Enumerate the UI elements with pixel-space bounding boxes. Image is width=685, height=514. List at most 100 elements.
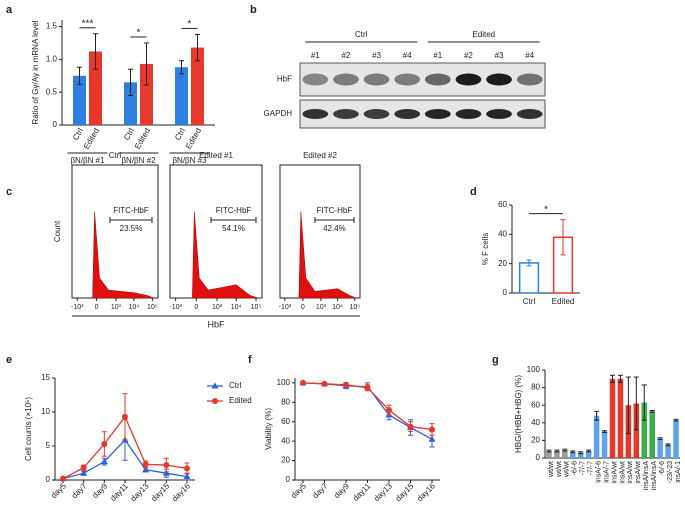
x-tick-label: 10⁴ [231, 304, 242, 311]
error-bar [594, 410, 600, 421]
y-tick-label: 0 [286, 475, 291, 484]
x-tick-label: day15 [394, 481, 416, 503]
x-tick-label: -7/-7 [588, 461, 595, 476]
error-bar [179, 60, 184, 75]
x-tick-label: 10³ [111, 304, 122, 311]
gate-label: FITC-HbF [113, 206, 149, 215]
plot-frame [169, 164, 263, 299]
bar [175, 67, 188, 125]
y-tick-label: 60 [498, 200, 507, 209]
x-tick-label: 10⁴ [332, 304, 343, 311]
bar [89, 51, 102, 125]
marker [428, 435, 436, 442]
x-tick-label: insA/wt [627, 461, 634, 484]
y-tick-label: 60 [531, 400, 540, 409]
x-tick-label: day7 [70, 481, 89, 500]
bar [633, 403, 640, 458]
marker [101, 440, 108, 447]
error-bar [77, 66, 82, 85]
x-tick-label: 10⁴ [128, 304, 139, 311]
y-axis-label: % F cells [481, 233, 490, 265]
panel-letter: c [6, 186, 12, 198]
y-tick-label: 20 [281, 456, 290, 465]
x-tick-label: Edited [552, 297, 575, 306]
x-tick-label: Edited [82, 127, 101, 151]
group-label: Edited [472, 30, 495, 39]
histogram [92, 211, 155, 299]
panel-letter: a [6, 4, 13, 16]
x-tick-label: 10³ [212, 304, 223, 311]
x-tick-label: Ctrl [523, 297, 536, 306]
bar [554, 450, 560, 458]
group-label: Ctrl [355, 30, 368, 39]
marker [211, 382, 219, 389]
error-bar [673, 418, 679, 422]
y-tick-label: 80 [531, 383, 540, 392]
y-tick-label: 100 [527, 365, 541, 374]
marker [122, 413, 128, 420]
error-bar [570, 450, 576, 454]
error-bar [526, 259, 532, 267]
error-bar [610, 374, 615, 383]
bar [585, 450, 592, 458]
x-tick-label: Edited [184, 127, 203, 151]
x-tick-label: -10³ [169, 304, 182, 311]
x-tick-label: -10³ [71, 304, 84, 311]
bar [140, 63, 153, 125]
lane-label: #4 [525, 51, 534, 60]
y-tick-label: 40 [531, 418, 540, 427]
marker [386, 407, 392, 414]
error-bar [602, 430, 608, 433]
lane-label: #1 [311, 51, 320, 60]
gate-label: FITC-HbF [317, 206, 353, 215]
y-axis-label: HBG/(HBB+HBG) (%) [514, 375, 523, 453]
marker [100, 458, 108, 465]
x-tick-label: day9 [332, 481, 351, 500]
x-tick-label: day16 [415, 481, 437, 503]
error-bar [195, 33, 200, 62]
lane-label: #2 [341, 51, 350, 60]
error-bar [546, 449, 552, 453]
bar [73, 75, 86, 125]
x-tick-label: day9 [91, 481, 110, 500]
y-tick-label: 0 [53, 120, 58, 129]
x-tick-label: Ctrl [122, 126, 136, 141]
bar [546, 450, 552, 458]
legend-label: Ctrl [229, 381, 242, 390]
bar [191, 47, 204, 125]
bar [641, 402, 648, 458]
band [363, 109, 390, 119]
y-tick-label: 0 [46, 475, 51, 484]
y-tick-label: 10 [41, 407, 50, 416]
error-bar [617, 374, 623, 383]
error-bar [657, 437, 663, 441]
x-tick-label: 0 [301, 304, 305, 311]
x-tick-label: day11 [109, 481, 131, 503]
x-tick-label: Ctrl [71, 126, 85, 141]
error-bar [578, 451, 584, 455]
x-tick-label: Ctrl [173, 126, 187, 141]
x-tick-label: day13 [372, 481, 394, 503]
panel-letter: d [470, 186, 477, 198]
y-tick-label: 20 [498, 259, 507, 268]
error-bar [586, 449, 592, 453]
bar [665, 444, 671, 458]
lane-label: #3 [372, 51, 381, 60]
bar [673, 420, 679, 458]
x-tick-label: day11 [351, 481, 373, 503]
y-tick-label: 80 [281, 397, 290, 406]
x-tick-label: -23/-23 [667, 461, 674, 483]
x-tick-label: 0 [194, 304, 198, 311]
x-tick-label: insA/-6 [595, 461, 602, 483]
bar [577, 452, 584, 458]
error-bar [562, 448, 568, 452]
histogram [298, 211, 357, 299]
bar [593, 415, 600, 458]
significance-label: * [137, 28, 141, 39]
marker [183, 473, 191, 480]
marker [429, 426, 435, 433]
group-label: βN/βN #3 [172, 156, 207, 165]
band [302, 73, 329, 86]
x-tick-label: insA/insA [651, 461, 658, 491]
y-tick-label: 20 [531, 436, 540, 445]
